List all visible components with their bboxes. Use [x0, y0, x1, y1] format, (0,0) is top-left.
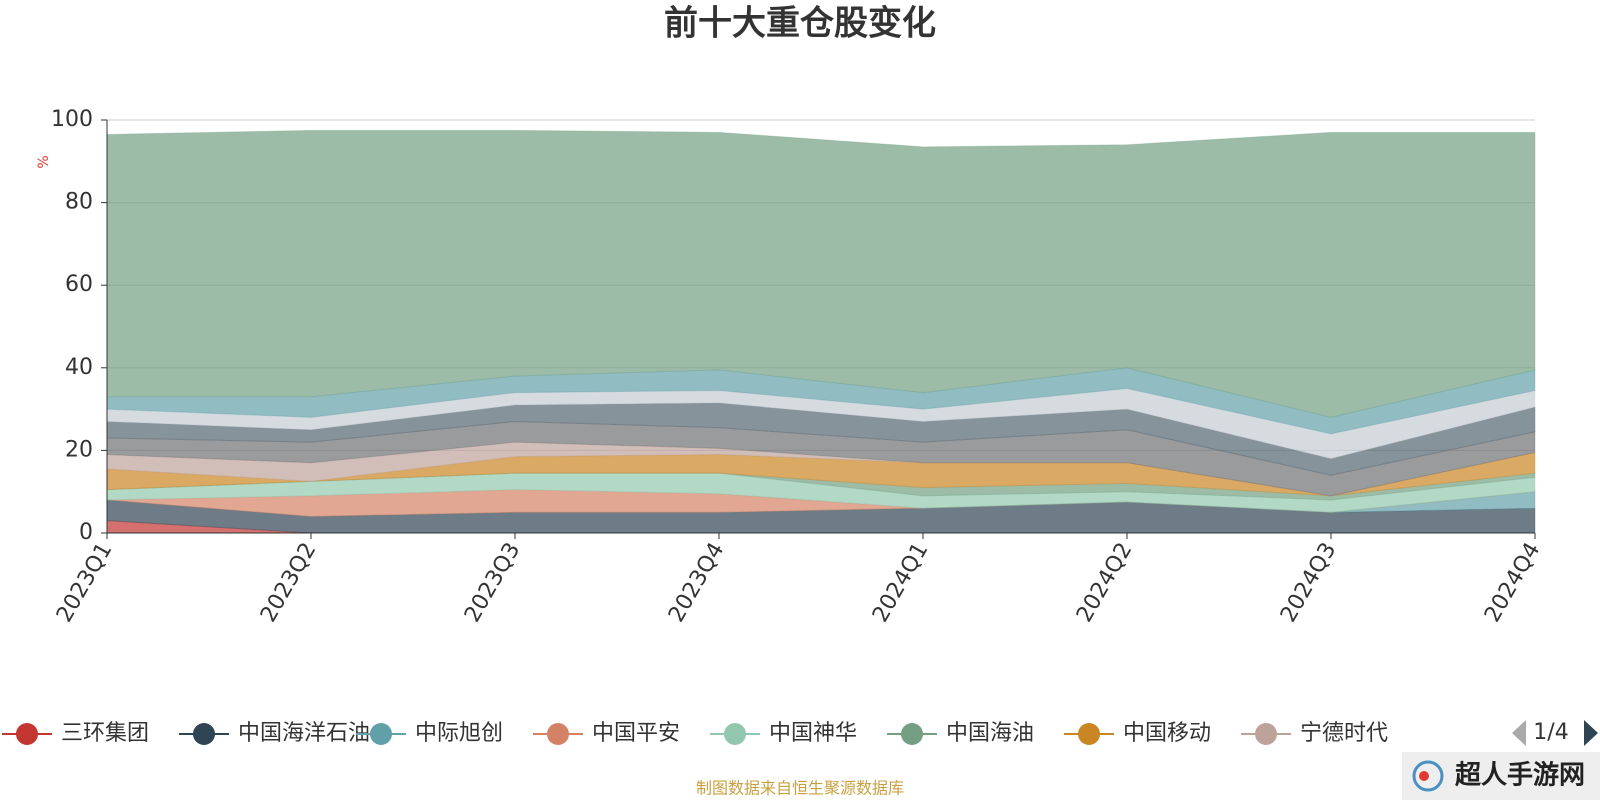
watermark-box	[1402, 752, 1600, 800]
legend-marker	[901, 723, 923, 745]
x-tick-label: 2024Q4	[1480, 539, 1545, 627]
x-tick-label: 2023Q1	[52, 539, 117, 627]
chart-title: 前十大重仓股变化	[664, 4, 936, 44]
watermark-icon	[1412, 760, 1444, 792]
x-tick-label: 2023Q3	[460, 539, 525, 627]
x-tick-label: 2024Q3	[1276, 539, 1341, 627]
legend: 三环集团 中国海洋石油 中际旭创 中国平安 中国神华 中国海油 中国移动 宁德时代	[2, 721, 1388, 746]
legend-label: 中国海洋石油	[238, 721, 370, 746]
legend-marker	[16, 723, 38, 745]
y-tick-label: 80	[65, 190, 93, 215]
legend-item[interactable]: 中国海洋石油	[179, 721, 370, 746]
legend-label: 三环集团	[61, 721, 149, 746]
legend-item[interactable]: 三环集团	[2, 721, 149, 746]
legend-marker	[1255, 723, 1277, 745]
watermark: 超人手游网	[1455, 761, 1585, 791]
legend-label: 中际旭创	[415, 721, 503, 746]
legend-marker	[724, 723, 746, 745]
legend-label: 中国神华	[769, 721, 857, 746]
watermark-icon-dot	[1419, 771, 1429, 781]
legend-label: 宁德时代	[1300, 721, 1388, 746]
legend-marker	[1078, 723, 1100, 745]
source-note: 制图数据来自恒生聚源数据库	[696, 779, 904, 798]
legend-label: 中国平安	[592, 721, 680, 746]
legend-marker	[547, 723, 569, 745]
legend-prev[interactable]	[1512, 720, 1526, 746]
y-tick-label: 40	[65, 355, 93, 380]
plot: 0 20 40 60 80 100 2023Q1 2023Q2 2023Q3 2023Q4 2024…	[51, 107, 1545, 627]
legend-label: 中国海油	[946, 721, 1034, 746]
legend-page: 1/4	[1533, 720, 1568, 745]
legend-next[interactable]	[1584, 720, 1598, 746]
legend-item[interactable]: 中国海油	[887, 721, 1034, 746]
legend-marker	[370, 723, 392, 745]
x-tick-label: 2024Q1	[868, 539, 933, 627]
legend-item[interactable]: 中国神华	[710, 721, 857, 746]
y-axis-label: %	[36, 155, 52, 168]
legend-item[interactable]: 宁德时代	[1241, 721, 1388, 746]
legend-item[interactable]: 中国移动	[1064, 721, 1211, 746]
legend-marker	[193, 723, 215, 745]
legend-label: 中国移动	[1123, 721, 1211, 746]
area	[106, 129, 1536, 418]
y-tick-label: 20	[65, 437, 93, 462]
x-tick-label: 2023Q2	[256, 539, 321, 627]
x-tick-label: 2024Q2	[1072, 539, 1137, 627]
y-tick-label: 100	[51, 107, 93, 132]
legend-item[interactable]: 中际旭创	[356, 721, 503, 746]
y-tick-label: 0	[79, 520, 93, 545]
y-tick-label: 60	[65, 272, 93, 297]
x-tick-label: 2023Q4	[664, 539, 729, 627]
legend-item[interactable]: 中国平安	[533, 721, 680, 746]
